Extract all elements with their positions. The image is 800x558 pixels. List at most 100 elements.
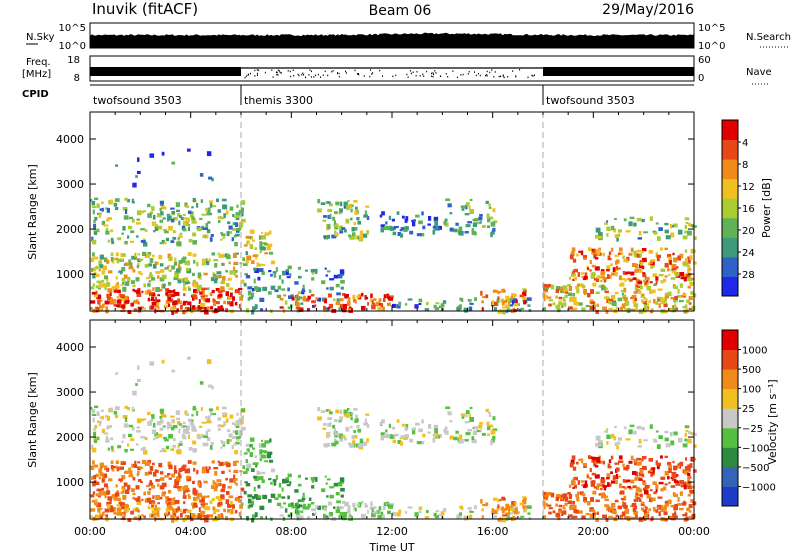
- power-cell: [164, 230, 169, 234]
- power-cell: [182, 213, 186, 217]
- velocity-cell: [458, 434, 463, 439]
- velocity-cell: [154, 432, 159, 437]
- velocity-cell: [643, 487, 648, 491]
- velocity-cell: [301, 498, 306, 501]
- power-cell: [440, 303, 445, 308]
- power-cell: [618, 275, 622, 281]
- velocity-cell: [169, 499, 174, 504]
- velocity-cell: [636, 476, 642, 480]
- power-cell: [342, 293, 346, 296]
- power-cell: [501, 301, 505, 306]
- velocity-cell: [200, 503, 205, 506]
- power-cell: [225, 291, 230, 296]
- velocity-cell: [502, 514, 507, 517]
- power-cell: [623, 287, 627, 293]
- power-cell: [291, 296, 295, 301]
- power-cell: [182, 228, 187, 232]
- velocity-cell: [203, 435, 209, 438]
- power-cell: [197, 227, 202, 232]
- velocity-cell: [210, 442, 214, 445]
- power-cell: [124, 197, 128, 201]
- nsky-tick-bottom: 10^0: [59, 41, 86, 52]
- power-cell: [622, 294, 627, 300]
- velocity-cell: [315, 505, 319, 508]
- power-cell: [635, 285, 638, 288]
- power-cell: [639, 253, 642, 257]
- power-cell: [176, 268, 181, 273]
- velocity-cell: [131, 406, 134, 411]
- colorbar-tick-label: −1000: [742, 482, 776, 493]
- power-cell: [341, 227, 346, 230]
- power-cell: [248, 296, 254, 300]
- power-cell: [311, 300, 316, 304]
- velocity-cell: [223, 508, 226, 513]
- velocity-cell: [669, 468, 672, 473]
- velocity-cell: [213, 487, 218, 492]
- velocity-cell: [583, 483, 588, 488]
- power-cell: [183, 217, 187, 220]
- power-y-label: Slant Range [km]: [26, 164, 39, 260]
- power-cell: [683, 293, 687, 297]
- velocity-cell: [390, 434, 395, 439]
- velocity-cell: [192, 461, 197, 465]
- nave-point: [271, 69, 273, 71]
- velocity-cell: [687, 438, 692, 444]
- power-cell: [580, 250, 584, 256]
- velocity-cell: [555, 496, 559, 502]
- power-cell: [222, 204, 227, 208]
- velocity-cell: [571, 455, 576, 460]
- power-cell: [256, 289, 261, 292]
- velocity-cell: [371, 508, 374, 512]
- velocity-cell: [226, 439, 230, 445]
- velocity-cell: [254, 494, 259, 499]
- power-cell: [261, 246, 266, 251]
- power-cell: [134, 289, 140, 293]
- power-cell: [273, 273, 277, 278]
- power-cell: [128, 225, 133, 230]
- power-cell: [435, 307, 440, 311]
- power-cell: [221, 262, 225, 266]
- power-cell: [155, 296, 157, 300]
- velocity-cell: [110, 464, 114, 470]
- velocity-cell: [667, 476, 670, 480]
- power-cell: [185, 205, 190, 208]
- velocity-cell: [634, 495, 638, 499]
- power-cell: [647, 262, 650, 266]
- velocity-cell: [301, 498, 305, 503]
- power-cell: [679, 299, 684, 303]
- power-cell: [229, 206, 234, 211]
- velocity-cell: [337, 482, 343, 487]
- nave-point: [258, 69, 260, 72]
- velocity-cell: [683, 481, 688, 487]
- power-cell: [510, 295, 513, 300]
- power-cell: [404, 303, 408, 306]
- power-cell: [227, 221, 231, 225]
- power-cell: [254, 304, 258, 309]
- power-cell: [675, 275, 681, 278]
- velocity-cell: [581, 484, 586, 487]
- power-cell: [329, 286, 334, 291]
- velocity-cell: [465, 412, 468, 418]
- power-cell: [613, 228, 617, 233]
- velocity-cell: [662, 486, 667, 491]
- velocity-cell: [577, 480, 580, 485]
- power-cell: [629, 216, 635, 220]
- velocity-cell: [361, 500, 364, 505]
- power-cell: [684, 224, 687, 229]
- power-cell: [548, 303, 552, 307]
- velocity-cell: [234, 449, 238, 455]
- power-cell: [200, 199, 203, 203]
- velocity-cell: [154, 435, 158, 439]
- power-cell: [690, 291, 694, 295]
- velocity-cell: [164, 512, 169, 516]
- power-cell: [519, 294, 524, 298]
- power-cell: [295, 300, 299, 303]
- velocity-cell: [230, 500, 233, 505]
- power-cell: [480, 290, 483, 296]
- velocity-cell: [679, 480, 685, 484]
- velocity-cell: [256, 470, 259, 476]
- velocity-cell: [607, 482, 610, 487]
- velocity-cell: [339, 409, 343, 415]
- velocity-cell: [620, 460, 624, 463]
